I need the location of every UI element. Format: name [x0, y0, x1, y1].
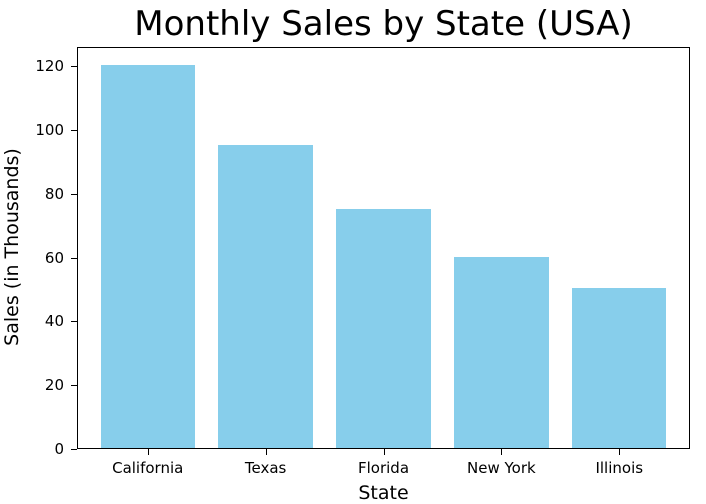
bar-illinois: [572, 288, 667, 448]
x-tick: [501, 449, 503, 455]
y-tick: [71, 129, 77, 131]
x-tick-label: Texas: [244, 459, 287, 477]
y-tick: [71, 66, 77, 68]
y-tick-label: 120: [35, 57, 64, 76]
y-tick-label: 80: [44, 184, 64, 203]
bar-new-york: [454, 256, 549, 448]
bar-california: [100, 65, 195, 448]
x-tick-label: Illinois: [595, 459, 644, 477]
y-tick: [71, 321, 77, 323]
plot-area: [77, 47, 690, 449]
y-tick-label: 40: [44, 312, 64, 331]
x-tick-label: Florida: [357, 459, 410, 477]
x-tick-label: New York: [467, 459, 536, 477]
x-axis-label: State: [358, 482, 409, 504]
x-tick: [265, 449, 267, 455]
x-tick: [383, 449, 385, 455]
y-tick-label: 60: [44, 248, 64, 267]
y-tick-label: 0: [54, 440, 64, 458]
y-tick: [71, 257, 77, 259]
chart-title: Monthly Sales by State (USA): [134, 4, 633, 44]
y-tick-label: 20: [44, 376, 64, 395]
bar-texas: [218, 144, 313, 448]
y-tick: [71, 385, 77, 387]
x-tick-label: California: [112, 459, 184, 477]
x-tick: [147, 449, 149, 455]
y-tick: [71, 193, 77, 195]
y-tick: [71, 449, 77, 450]
y-axis-label: Sales (in Thousands): [1, 148, 23, 346]
x-tick: [619, 449, 621, 455]
bar-florida: [336, 208, 431, 448]
y-tick-label: 100: [35, 120, 64, 139]
